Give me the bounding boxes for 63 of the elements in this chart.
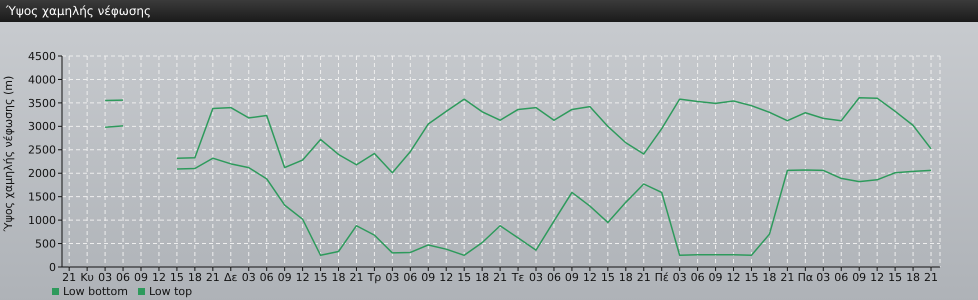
x-tick-label: 21 [493,270,508,284]
x-tick-label: 15 [600,270,615,284]
x-tick-label: Δε [224,270,238,284]
x-tick-label: 06 [116,270,130,284]
x-tick-label: 21 [62,270,76,284]
chart-title: Ύψος χαμηλής νέφωσης [0,0,978,22]
y-tick-label: 0 [49,260,56,274]
x-tick-label: 15 [888,270,902,284]
x-tick-label: 03 [816,270,830,284]
x-tick-label: 06 [690,270,705,284]
x-tick-label: 03 [98,270,112,284]
x-tick-label: Πέ [654,270,669,284]
y-tick-label: 500 [35,237,56,250]
x-tick-label: Κυ [80,270,94,284]
x-tick-label: 09 [564,270,579,284]
x-tick-label: 12 [582,270,597,284]
x-tick-label: 15 [170,270,184,284]
legend-label: Low top [148,285,192,298]
x-tick-label: 09 [278,270,292,284]
x-tick-label: 18 [188,270,202,284]
x-tick-label: 21 [780,270,794,284]
x-tick-label: 12 [726,270,741,284]
x-tick-label: 15 [744,270,758,284]
x-tick-label: 09 [852,270,866,284]
x-tick-label: 18 [762,270,776,284]
x-tick-label: 15 [457,270,472,284]
x-tick-label: 18 [618,270,633,284]
y-tick-label: 3500 [28,96,56,110]
x-tick-label: 09 [421,270,436,284]
x-tick-label: 09 [708,270,723,284]
x-tick-label: Πα [798,270,814,284]
x-tick-label: 03 [385,270,400,284]
y-axis-title: Ύψος χαμηλής νέφωσης (m) [2,76,15,232]
legend-label: Low bottom [63,285,128,298]
x-tick-label: 12 [152,270,166,284]
x-tick-label: 21 [924,270,938,284]
x-tick-label: 06 [834,270,848,284]
x-tick-label: Τε [510,270,524,284]
x-tick-label: 06 [403,270,418,284]
x-tick-label: 12 [296,270,310,284]
x-tick-label: 03 [672,270,687,284]
x-tick-label: 03 [529,270,544,284]
x-tick-label: 18 [475,270,490,284]
y-tick-label: 4000 [28,73,56,86]
x-tick-label: 12 [439,270,454,284]
y-tick-label: 1000 [28,214,56,228]
x-tick-label: 15 [314,270,328,284]
x-tick-label: 18 [906,270,920,284]
y-tick-label: 4500 [28,50,56,63]
x-tick-label: 21 [349,270,364,284]
x-tick-label: 06 [260,270,274,284]
x-tick-label: 21 [636,270,651,284]
x-tick-label: 21 [206,270,220,284]
y-tick-label: 2500 [28,144,56,157]
x-tick-label: 09 [134,270,148,284]
x-tick-label: 06 [546,270,561,284]
x-tick-label: 18 [332,270,346,284]
y-tick-label: 2000 [28,167,56,180]
x-tick-label: Τρ [366,270,382,284]
x-tick-label: 03 [242,270,256,284]
x-tick-label: 12 [870,270,884,284]
y-tick-label: 1500 [28,190,56,204]
y-tick-label: 3000 [28,120,56,134]
